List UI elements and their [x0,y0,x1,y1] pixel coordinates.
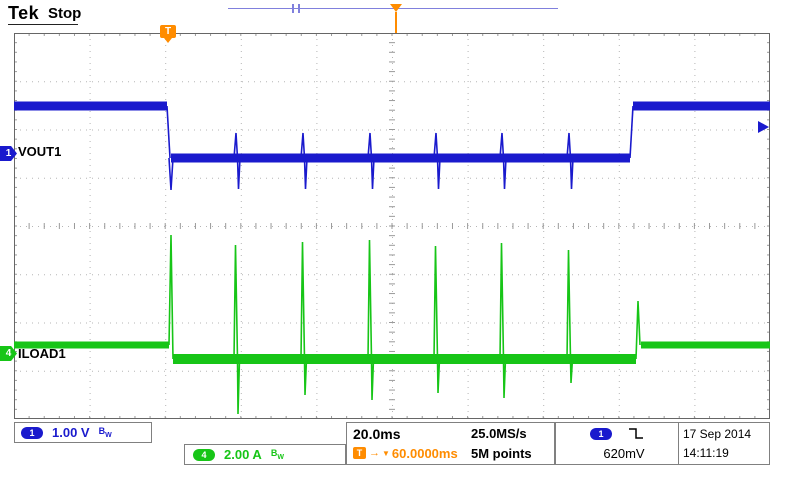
trigger-source-badge: 1 [590,427,612,440]
ch1-scale-value: 1.00 V [52,425,90,440]
sample-rate: 25.0MS/s [471,426,527,442]
ch4-scale-value: 2.00 A [224,447,262,462]
record-view-tick [298,4,300,13]
expansion-point-line [395,12,397,33]
timebase-scale: 20.0ms [353,425,401,442]
record-length: 5M points [471,445,532,461]
ch1-badge: 1 [21,426,43,439]
ch4-badge: 4 [193,448,215,461]
ch1-position-marker[interactable]: 1 [0,146,17,161]
ch4-bandwidth-limit-icon: BW [270,448,284,461]
expansion-point-marker-icon [390,4,402,12]
ch1-waveform-label: VOUT1 [18,144,62,159]
timebase-readout[interactable]: 20.0ms 25.0MS/s T → ▼ 60.0000ms 5M point… [346,422,555,465]
trigger-slope-icon [629,428,643,439]
ch1-readout[interactable]: 1 1.00 V BW [14,422,152,443]
ch4-position-marker[interactable]: 4 [0,346,17,361]
waveform-plot [14,33,770,419]
ch1-bandwidth-limit-icon: BW [98,426,112,439]
date-value: 17 Sep 2014 [683,427,752,442]
trigger-readout[interactable]: 1 620mV [555,422,679,465]
acquisition-status: Stop [48,5,82,22]
arrow-right-icon: → [369,447,380,460]
ch4-waveform [14,234,770,415]
trigger-delay-readout: T → ▼ 60.0000ms [353,446,471,461]
trigger-level-value: 620mV [603,446,645,461]
ch4-readout[interactable]: 4 2.00 A BW [184,444,346,465]
time-value: 14:11:19 [683,445,729,460]
graticule: VOUT1 ILOAD1 [14,33,770,419]
down-triangle-icon: ▼ [382,448,390,458]
datetime-readout: 17 Sep 2014 14:11:19 [678,422,770,465]
ch1-waveform [14,101,770,191]
logo-underline [8,24,78,25]
tek-logo: Tek [8,3,40,23]
trigger-position-flag[interactable]: T [160,25,176,43]
record-view-tick [292,4,294,13]
trigger-flag-label: T [164,26,172,37]
trigger-delay-value: 60.0000ms [391,445,458,461]
trigger-delay-flag-icon: T [353,447,366,460]
trigger-level-arrow [758,121,769,133]
ch4-waveform-label: ILOAD1 [18,346,66,361]
